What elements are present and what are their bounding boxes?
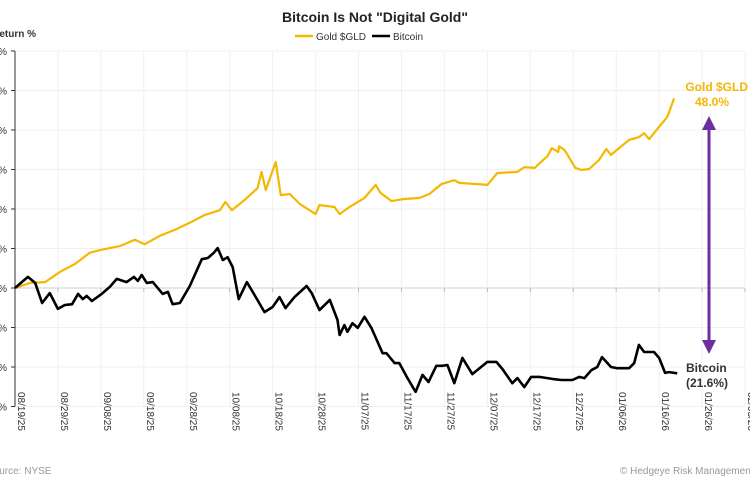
spread-arrow-head-down <box>702 340 716 354</box>
y-tick-label: -20% <box>0 363 7 374</box>
x-tick-label: 10/08/25 <box>230 392 241 431</box>
legend: Gold $GLD Bitcoin <box>295 32 423 43</box>
y-tick-label: 30% <box>0 166 7 177</box>
gold-line <box>14 98 676 290</box>
y-tick-label: 60% <box>0 47 7 58</box>
x-tick-label: 12/07/25 <box>487 392 498 431</box>
gold-end-value: 48.0% <box>695 95 729 109</box>
y-tick-label: -30% <box>0 403 7 414</box>
y-tick-labels: 60% 50% 40% 30% 20% 10% 0% -10% -20% -30% <box>0 47 7 414</box>
y-tick-label: 0% <box>0 284 7 295</box>
x-tick-label: 09/18/25 <box>144 392 155 431</box>
x-tick-label: 10/18/25 <box>273 392 284 431</box>
x-tick-label: 09/28/25 <box>187 392 198 431</box>
bitcoin-end-value: (21.6%) <box>686 376 728 390</box>
chart-title: Bitcoin Is Not "Digital Gold" <box>282 9 468 25</box>
x-tick-label: 01/26/26 <box>702 392 713 431</box>
x-tick-label: 01/16/26 <box>659 392 670 431</box>
x-tick-label: 08/29/25 <box>58 392 69 431</box>
x-tick-label: 08/19/25 <box>15 392 26 431</box>
y-tick-label: 40% <box>0 126 7 137</box>
axes <box>11 50 746 407</box>
bitcoin-end-label: Bitcoin <box>686 361 727 375</box>
copyright-note: © Hedgeye Risk Management <box>620 466 750 477</box>
series-lines <box>14 98 678 394</box>
x-tick-label: 01/06/26 <box>616 392 627 431</box>
gold-end-label: Gold $GLD <box>685 80 748 94</box>
x-tick-label: 11/27/25 <box>444 392 455 431</box>
x-tick-label: 09/08/25 <box>101 392 112 431</box>
source-note: Source: NYSE <box>0 466 52 477</box>
x-tick-label: 11/07/25 <box>359 392 370 431</box>
legend-label-bitcoin: Bitcoin <box>393 32 423 43</box>
bitcoin-line <box>14 246 678 394</box>
y-axis-label: Return % <box>0 29 36 40</box>
y-tick-label: 20% <box>0 205 7 216</box>
y-tick-label: -10% <box>0 324 7 335</box>
spread-arrow <box>702 116 716 354</box>
x-tick-label: 10/28/25 <box>316 392 327 431</box>
spread-arrow-head-up <box>702 116 716 130</box>
y-tick-label: 50% <box>0 87 7 98</box>
legend-label-gold: Gold $GLD <box>316 32 366 43</box>
x-tick-labels: 08/19/25 08/29/25 09/08/25 09/18/25 09/28/25… <box>15 392 750 431</box>
x-tick-label: 12/17/25 <box>530 392 541 431</box>
x-tick-label: 02/05/26 <box>745 392 750 431</box>
x-tick-label: 12/27/25 <box>573 392 584 431</box>
x-tick-label: 11/17/25 <box>401 392 412 431</box>
y-tick-label: 10% <box>0 245 7 256</box>
